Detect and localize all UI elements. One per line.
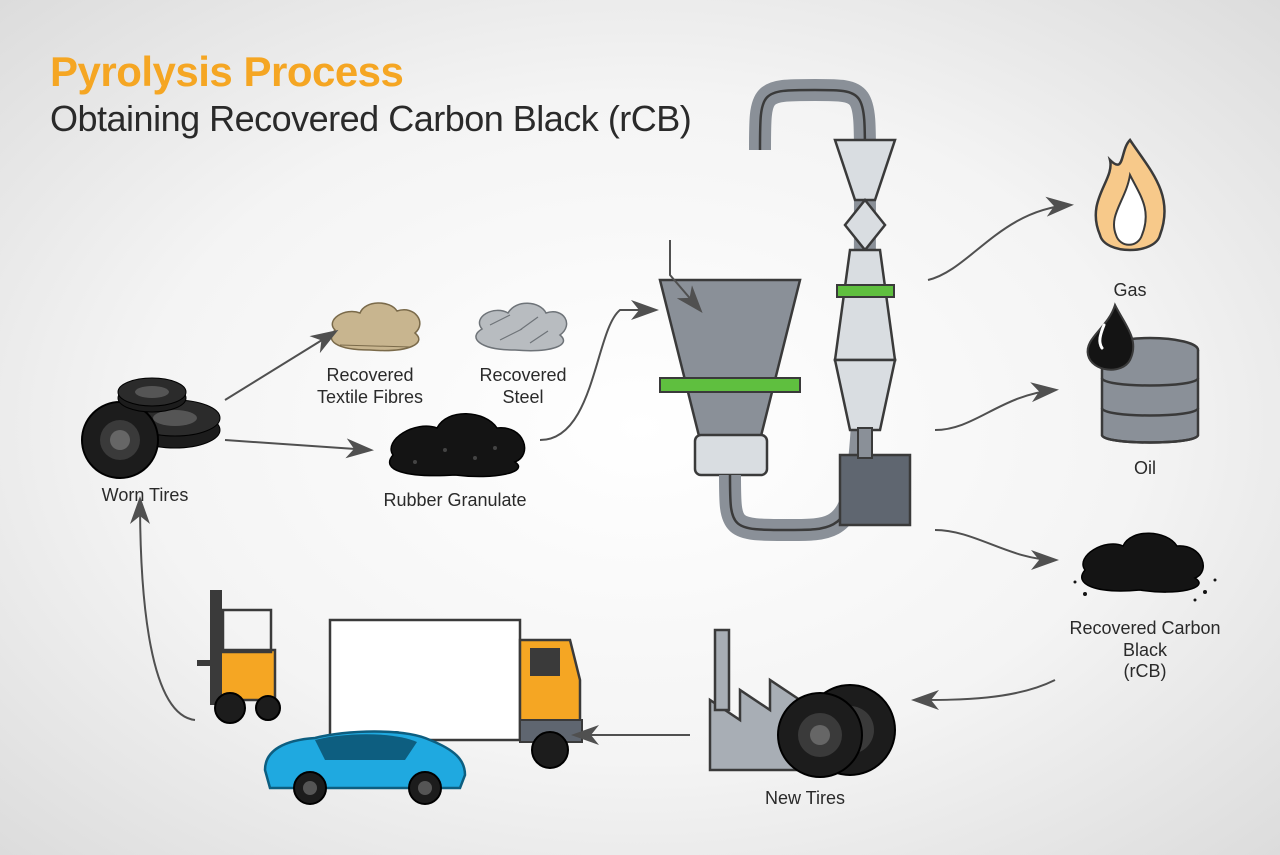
new-tires-icon — [710, 630, 895, 777]
rcb-pile-icon — [1074, 533, 1217, 601]
label-granulate: Rubber Granulate — [375, 490, 535, 512]
recovered-steel-icon — [476, 303, 567, 350]
title-sub: Obtaining Recovered Carbon Black (rCB) — [50, 98, 691, 140]
arrow-reactor-to-oil — [935, 390, 1055, 430]
worn-tires-icon — [82, 378, 220, 478]
label-rcb: Recovered Carbon Black(rCB) — [1045, 618, 1245, 683]
oil-barrel-icon — [1088, 305, 1198, 443]
label-steel: Recovered Steel — [458, 365, 588, 408]
arrow-reactor-to-rcb — [935, 530, 1055, 560]
arrow-rcb-to-newtires — [915, 680, 1055, 700]
label-worn-tires: Worn Tires — [85, 485, 205, 507]
label-new-tires: New Tires — [750, 788, 860, 810]
diagram-canvas: Pyrolysis Process Obtaining Recovered Ca… — [0, 0, 1280, 855]
arrow-reactor-to-gas — [928, 205, 1070, 280]
label-textile: RecoveredTextile Fibres — [310, 365, 430, 408]
arrow-vehicles-to-tires — [140, 500, 195, 720]
arrow-tires-to-granulate — [225, 440, 370, 450]
label-oil: Oil — [1115, 458, 1175, 480]
reactor-icon — [634, 90, 910, 530]
title-main: Pyrolysis Process — [50, 48, 403, 96]
rubber-granulate-icon — [390, 414, 525, 477]
textile-fibres-icon — [331, 303, 420, 351]
vehicles-icon — [197, 590, 582, 804]
gas-flame-icon — [1096, 140, 1165, 250]
label-gas: Gas — [1100, 280, 1160, 302]
